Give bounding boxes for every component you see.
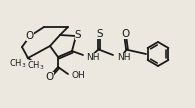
Text: S: S <box>97 29 103 39</box>
Text: NH: NH <box>117 52 130 61</box>
Text: O: O <box>26 31 34 41</box>
Text: S: S <box>75 30 81 40</box>
Text: NH: NH <box>86 52 99 61</box>
Text: CH$_3$: CH$_3$ <box>9 58 27 70</box>
Text: OH: OH <box>71 71 85 79</box>
Text: O: O <box>46 72 54 82</box>
Text: O: O <box>122 29 130 39</box>
Text: CH$_3$: CH$_3$ <box>27 60 45 72</box>
